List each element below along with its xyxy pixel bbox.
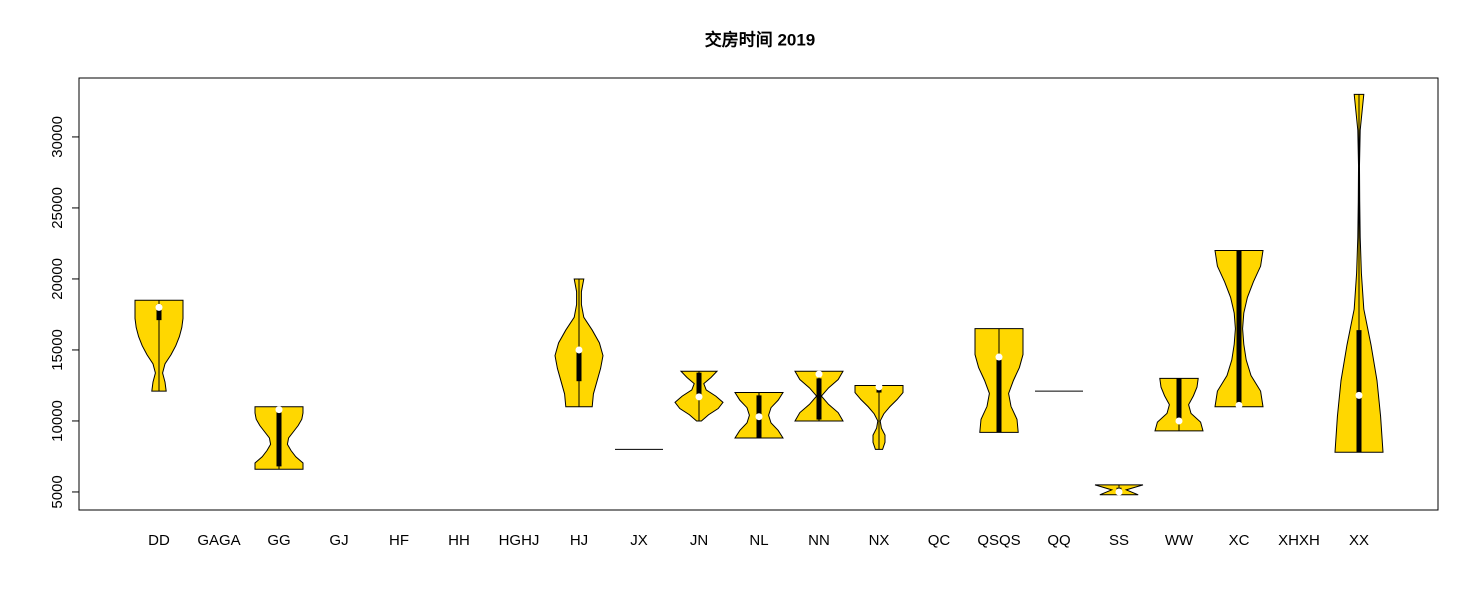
x-tick-label: NX: [869, 532, 890, 549]
chart-title: 交房时间 2019: [705, 29, 816, 49]
median: [1115, 488, 1123, 496]
y-tick-label: 25000: [49, 187, 66, 229]
y-tick-label: 5000: [49, 475, 66, 508]
x-tick-label: QSQS: [977, 532, 1020, 549]
x-tick-label: GG: [267, 532, 290, 549]
median: [815, 370, 823, 378]
y-tick-label: 10000: [49, 400, 66, 442]
x-tick-label: NL: [749, 532, 768, 549]
median: [1175, 417, 1183, 425]
x-tick-label: HF: [389, 532, 409, 549]
x-tick-label: NN: [808, 532, 830, 549]
median: [275, 406, 283, 414]
median: [995, 353, 1003, 361]
x-tick-label: HH: [448, 532, 470, 549]
median: [695, 393, 703, 401]
y-tick-label: 15000: [49, 329, 66, 371]
x-tick-label: HJ: [570, 532, 588, 549]
x-tick-label: DD: [148, 532, 170, 549]
x-tick-label: SS: [1109, 532, 1129, 549]
x-tick-label: QC: [928, 532, 951, 549]
x-tick-label: QQ: [1047, 532, 1070, 549]
x-tick-label: XX: [1349, 532, 1369, 549]
x-tick-label: XHXH: [1278, 532, 1320, 549]
x-tick-label: WW: [1165, 532, 1194, 549]
median: [575, 346, 583, 354]
x-tick-label: JX: [630, 532, 648, 549]
x-tick-label: JN: [690, 532, 708, 549]
median: [1235, 401, 1243, 409]
x-tick-label: GAGA: [197, 532, 240, 549]
y-tick-label: 30000: [49, 116, 66, 158]
x-tick-label: HGHJ: [499, 532, 540, 549]
x-tick-label: GJ: [329, 532, 348, 549]
x-tick-label: XC: [1229, 532, 1250, 549]
y-tick-label: 20000: [49, 258, 66, 300]
median: [1355, 391, 1363, 399]
median: [755, 413, 763, 421]
median: [875, 383, 883, 391]
median: [155, 303, 163, 311]
